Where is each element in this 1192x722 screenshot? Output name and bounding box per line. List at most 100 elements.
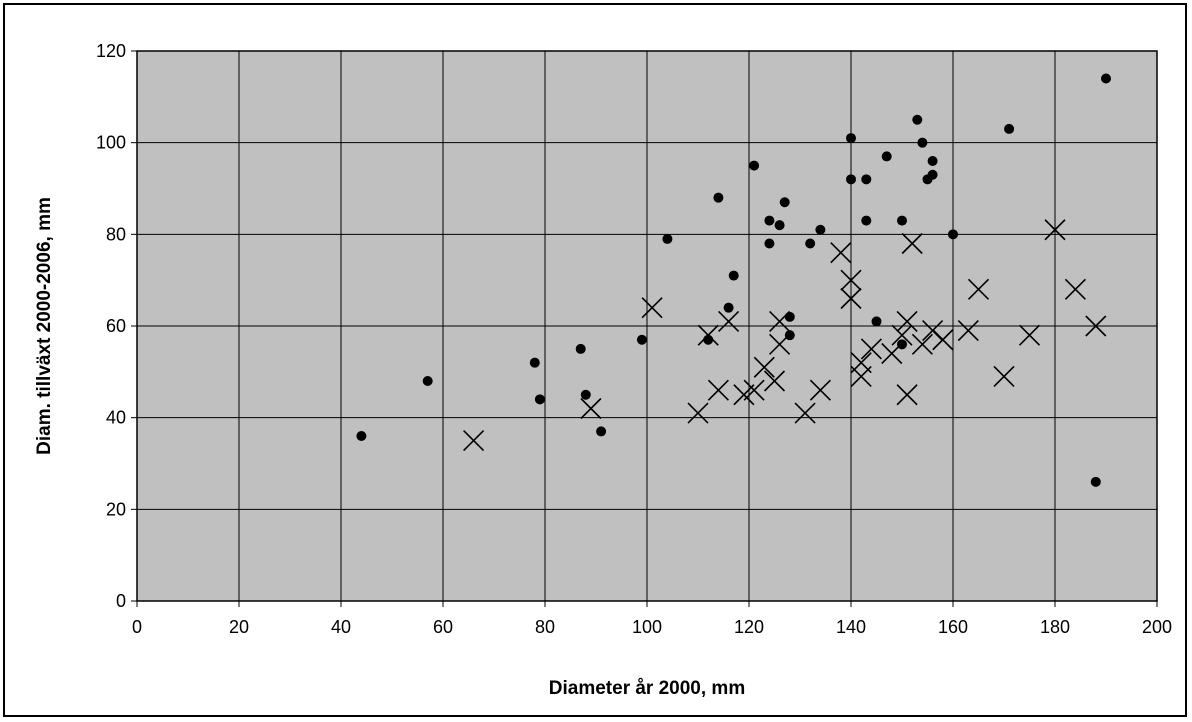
x-point xyxy=(733,384,755,406)
x-point-stroke xyxy=(1018,324,1041,346)
circle-point xyxy=(356,431,367,441)
circle-point xyxy=(422,376,433,386)
x-point xyxy=(1044,219,1066,241)
x-point-stroke xyxy=(809,379,831,401)
x-point xyxy=(753,356,775,378)
x-point xyxy=(809,379,831,401)
circle-point xyxy=(575,343,586,354)
x-point xyxy=(769,310,791,332)
x-point-stroke xyxy=(1064,278,1086,300)
x-tick-label: 200 xyxy=(1142,617,1172,637)
x-point-stroke xyxy=(769,310,791,332)
y-tick-labels: 0 20 40 60 80 100 120 xyxy=(96,41,126,611)
circle-point xyxy=(897,215,907,226)
circle-point xyxy=(774,220,785,231)
x-point xyxy=(901,232,923,255)
x-point-stroke xyxy=(967,278,990,300)
x-tick-label: 180 xyxy=(1040,617,1070,637)
x-point xyxy=(993,365,1015,387)
x-point xyxy=(850,365,872,387)
circle-point xyxy=(1004,123,1015,134)
circle-point xyxy=(861,174,872,185)
x-point-stroke xyxy=(1044,219,1066,241)
x-point xyxy=(718,310,740,332)
x-point xyxy=(641,297,663,319)
x-point xyxy=(743,379,765,401)
circle-point xyxy=(723,302,734,313)
axes xyxy=(131,50,1158,607)
x-point xyxy=(1018,324,1041,346)
x-tick-label: 0 xyxy=(132,617,142,637)
x-point xyxy=(580,397,602,420)
x-point xyxy=(896,384,918,406)
x-tick-label: 120 xyxy=(734,617,764,637)
x-point-stroke xyxy=(463,430,485,452)
x-point xyxy=(794,402,816,424)
x-point-stroke xyxy=(840,269,862,291)
x-point-stroke xyxy=(840,287,862,310)
x-tick-label: 40 xyxy=(331,617,351,637)
x-point xyxy=(687,402,709,424)
x-point-stroke xyxy=(641,297,663,319)
circle-point xyxy=(1090,476,1101,487)
circle-point xyxy=(861,215,872,226)
circle-point xyxy=(871,316,882,327)
circle-point xyxy=(912,114,923,125)
circle-point xyxy=(927,156,938,166)
x-point-stroke xyxy=(993,365,1015,387)
y-tick-label: 0 xyxy=(116,591,126,611)
circle-point xyxy=(529,357,540,368)
x-point xyxy=(891,324,913,346)
x-point-stroke xyxy=(753,356,775,378)
x-point xyxy=(1064,278,1086,300)
x-point-stroke xyxy=(580,397,602,420)
circle-point xyxy=(662,233,673,244)
x-point-stroke xyxy=(891,324,913,346)
x-point-stroke xyxy=(830,242,852,264)
x-axis-title: Diameter år 2000, mm xyxy=(549,678,745,699)
circle-point xyxy=(927,169,938,180)
circle-point xyxy=(846,174,856,185)
circle-point xyxy=(636,334,647,345)
x-point-stroke xyxy=(932,329,954,351)
x-point-stroke xyxy=(733,384,755,406)
circle-point xyxy=(779,197,790,208)
x-tick-label: 80 xyxy=(535,617,555,637)
x-point xyxy=(707,379,729,401)
x-point-stroke xyxy=(881,342,903,365)
x-point xyxy=(932,329,954,351)
x-point xyxy=(967,278,990,300)
x-point xyxy=(911,333,933,355)
x-point-stroke xyxy=(743,379,765,401)
x-tick-label: 140 xyxy=(836,617,866,637)
x-point xyxy=(463,430,485,452)
circle-point xyxy=(881,151,892,162)
x-point-stroke xyxy=(763,370,786,392)
x-point xyxy=(840,269,862,291)
x-tick-label: 160 xyxy=(938,617,968,637)
y-tick-label: 120 xyxy=(96,41,126,61)
x-point-stroke xyxy=(697,324,719,346)
x-point xyxy=(697,324,719,346)
x-point-stroke xyxy=(896,384,918,406)
x-point xyxy=(840,287,862,310)
x-point-stroke xyxy=(911,333,933,355)
circle-point xyxy=(846,133,856,144)
circle-point xyxy=(764,238,775,249)
circle-point xyxy=(749,160,760,171)
x-point-stroke xyxy=(957,320,979,342)
y-axis-title: Diam. tillväxt 2000-2006, mm xyxy=(34,197,55,455)
circle-point xyxy=(805,238,816,249)
circle-point xyxy=(728,270,739,281)
circle-point xyxy=(580,389,591,400)
y-tick-label: 100 xyxy=(96,133,126,153)
circle-point xyxy=(784,311,795,322)
x-tick-labels: 0 20 40 60 80 100 120 140 160 180 200 xyxy=(132,617,1172,637)
x-point-stroke xyxy=(1085,315,1107,337)
x-point xyxy=(881,342,903,365)
x-point-stroke xyxy=(718,310,740,332)
circle-point xyxy=(534,394,545,405)
x-point xyxy=(830,242,852,264)
x-point xyxy=(896,310,918,332)
